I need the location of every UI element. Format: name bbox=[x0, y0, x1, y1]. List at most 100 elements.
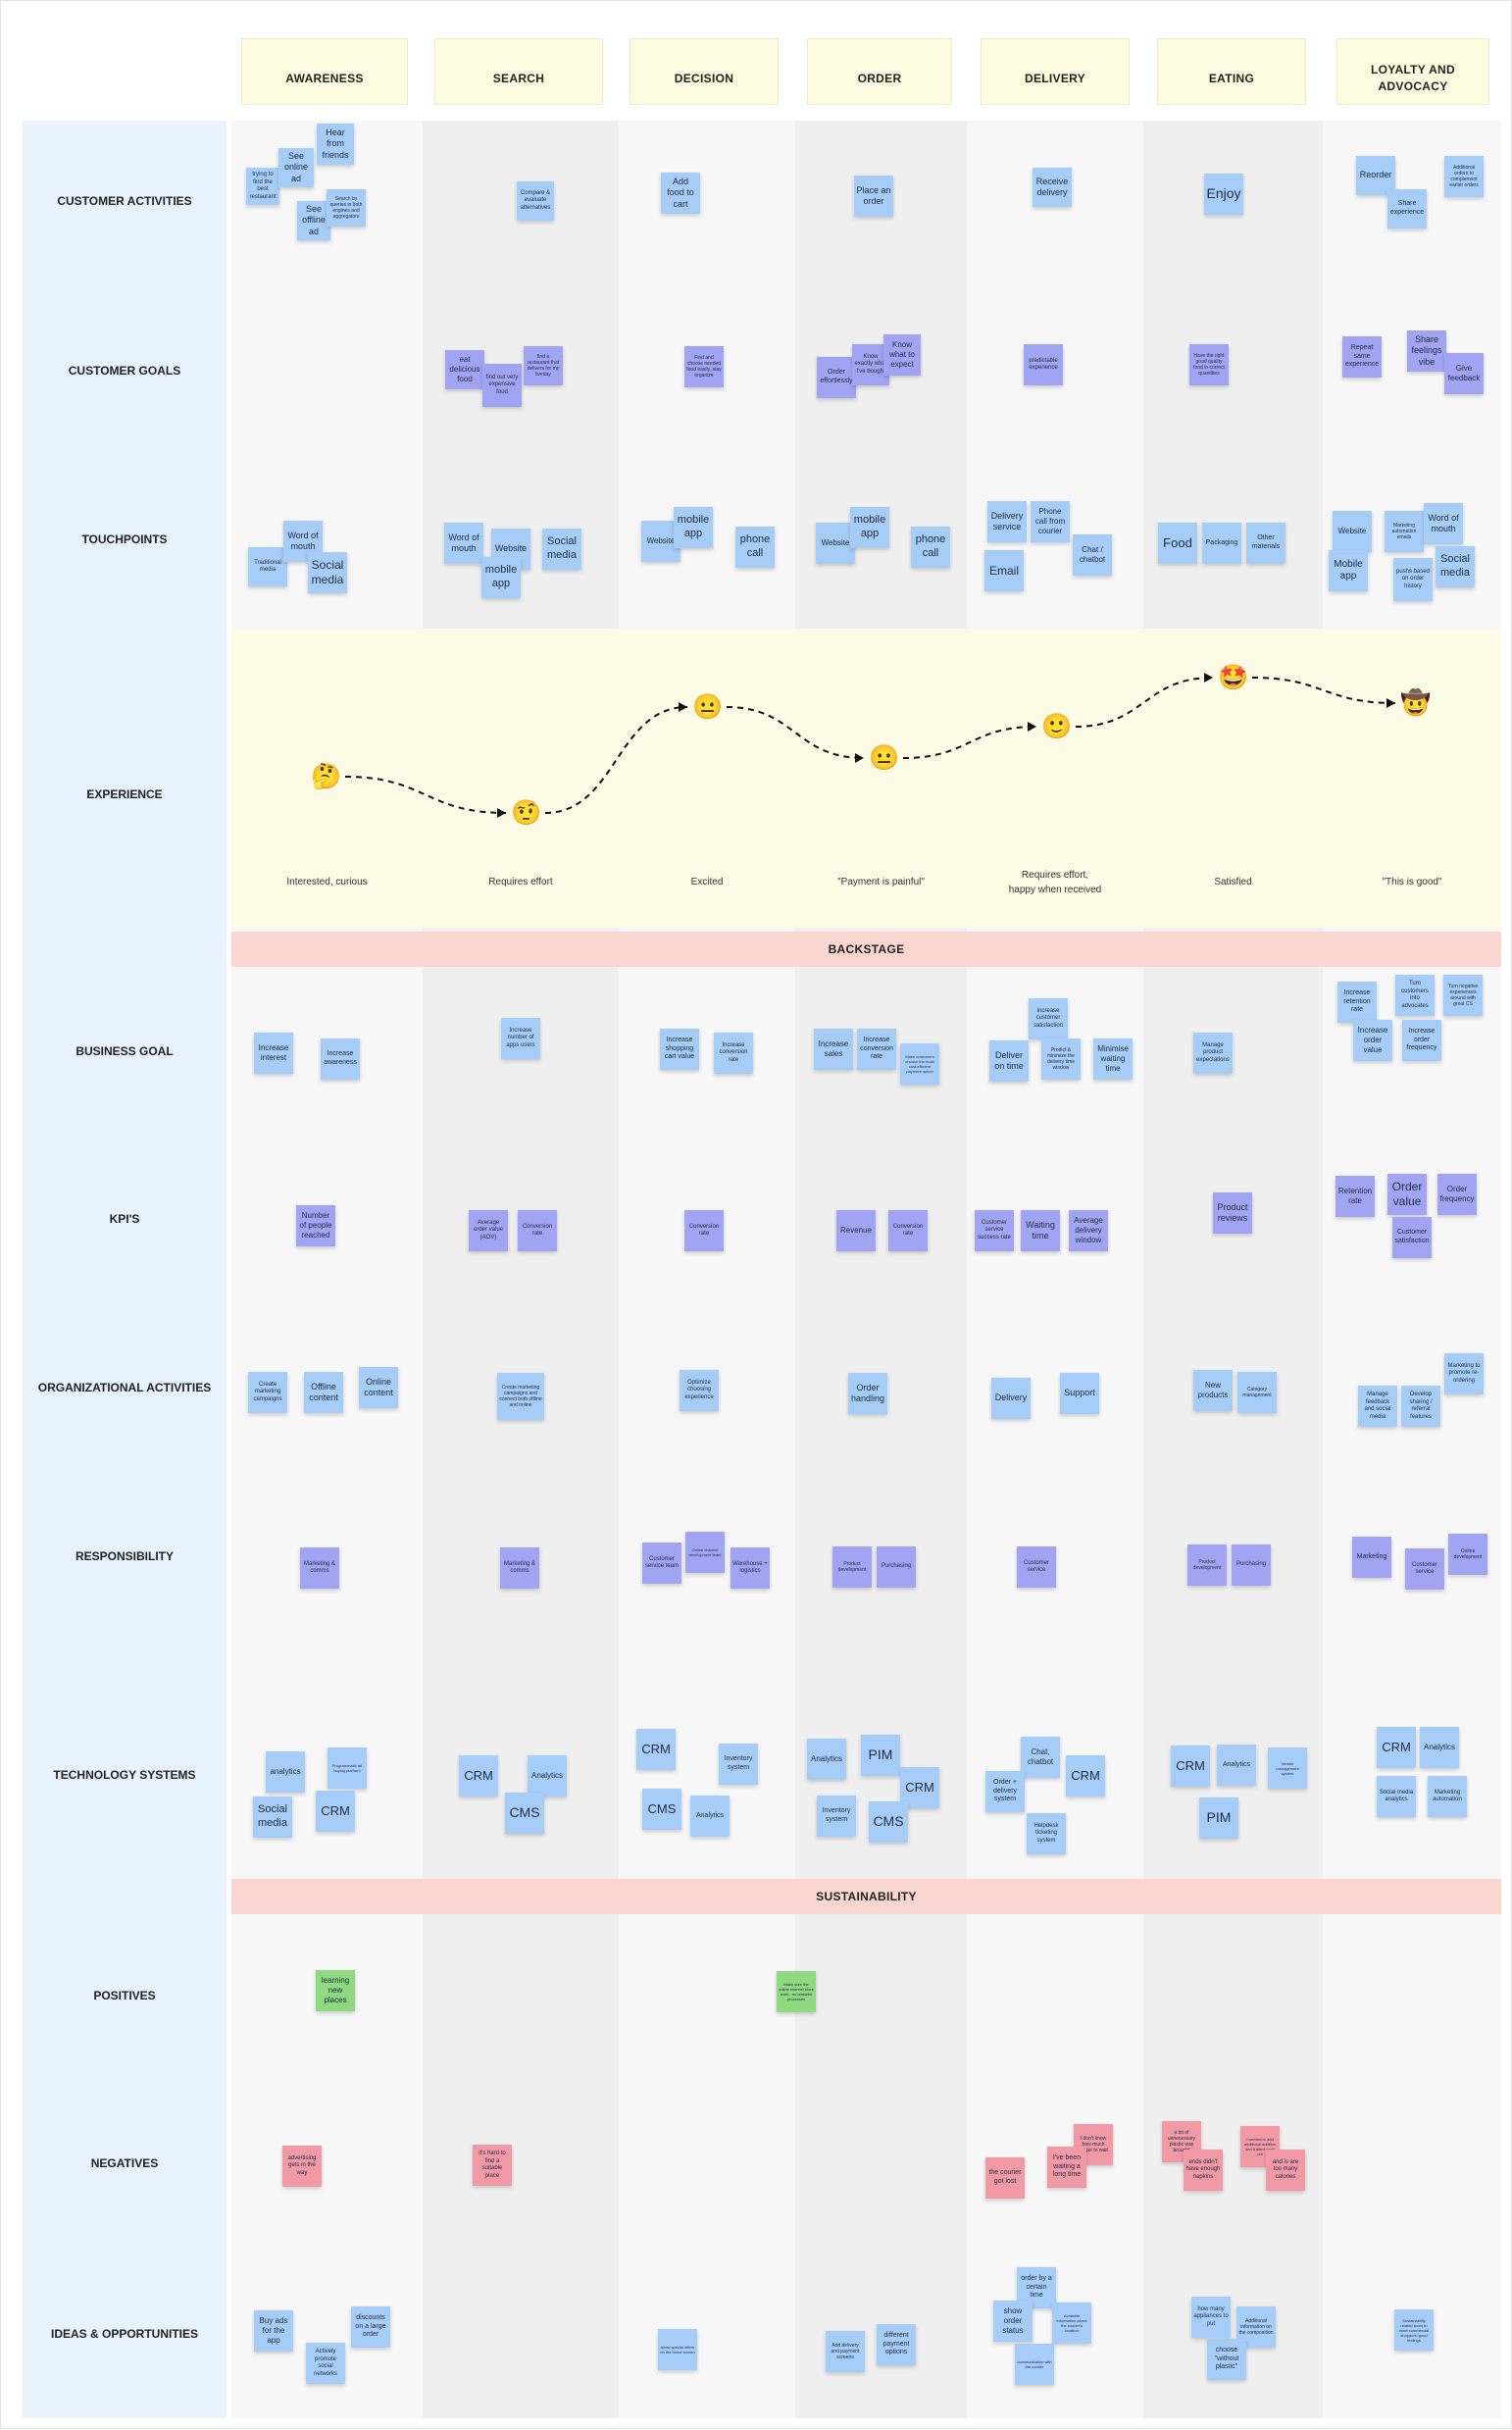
sticky-note-business[interactable]: Increase number of apps users bbox=[501, 1018, 540, 1059]
sticky-note-ideas[interactable]: Buy ads for the app bbox=[254, 2310, 293, 2352]
sticky-note-goals[interactable]: Find and choose needed food easily, stay… bbox=[684, 346, 724, 387]
sticky-note-org[interactable]: Online content bbox=[359, 1367, 398, 1408]
sticky-note-business[interactable]: Predict & minimize the delivery time win… bbox=[1041, 1038, 1081, 1080]
sticky-note-touchpoints[interactable]: Food bbox=[1158, 523, 1197, 564]
sticky-note-org[interactable]: Support bbox=[1060, 1373, 1099, 1414]
sticky-note-ideas[interactable]: choose "without plastic" bbox=[1207, 2339, 1246, 2380]
sticky-note-goals[interactable]: Share feelings vibe bbox=[1407, 330, 1446, 372]
sticky-note-activities[interactable]: Place an order bbox=[854, 176, 893, 217]
sticky-note-kpi[interactable]: Conversion rate bbox=[888, 1210, 928, 1251]
sticky-note-tech[interactable]: analytics bbox=[266, 1751, 305, 1793]
sticky-note-org[interactable]: Marketing to promote re-ordering bbox=[1444, 1353, 1484, 1394]
sticky-note-resp[interactable]: Product development bbox=[1187, 1544, 1227, 1586]
sticky-note-ideas[interactable]: Actively promote social networks bbox=[306, 2343, 345, 2384]
sticky-note-goals[interactable]: predictable experience bbox=[1024, 344, 1063, 385]
sticky-note-org[interactable]: Develop sharing / referral features bbox=[1401, 1386, 1440, 1427]
sticky-note-tech[interactable]: PIM bbox=[1199, 1797, 1238, 1839]
sticky-note-touchpoints[interactable]: Word of mouth bbox=[444, 523, 483, 564]
sticky-note-negatives[interactable]: and is are too many calories bbox=[1266, 2150, 1305, 2191]
sticky-note-business[interactable]: Make customers choose the most cost-effi… bbox=[900, 1043, 939, 1085]
sticky-note-resp[interactable]: Marketing bbox=[1352, 1537, 1391, 1578]
sticky-note-touchpoints[interactable]: Email bbox=[984, 550, 1024, 591]
sticky-note-business[interactable]: Minimise waiting time bbox=[1093, 1038, 1133, 1080]
sticky-note-resp[interactable]: Customer service team bbox=[642, 1543, 681, 1584]
sticky-note-business[interactable]: Increase awareness bbox=[321, 1038, 360, 1080]
sticky-note-tech[interactable]: CRM bbox=[459, 1755, 498, 1797]
sticky-note-touchpoints[interactable]: Social media bbox=[1436, 546, 1475, 587]
sticky-note-touchpoints[interactable]: Other materials bbox=[1246, 523, 1285, 564]
sticky-note-touchpoints[interactable]: Marketing automation emails bbox=[1385, 511, 1424, 552]
sticky-note-negatives[interactable]: ends didn't have enough napkins bbox=[1184, 2150, 1223, 2191]
sticky-note-goals[interactable]: Give feedback bbox=[1444, 353, 1484, 394]
sticky-note-positives[interactable]: Make sure the online channel store work … bbox=[777, 1971, 816, 2012]
sticky-note-activities[interactable]: Additional orders to complement earlier … bbox=[1444, 156, 1484, 197]
sticky-note-business[interactable]: Manage product expectations bbox=[1193, 1033, 1233, 1074]
sticky-note-kpi[interactable]: Conversion rate bbox=[518, 1210, 557, 1251]
sticky-note-negatives[interactable]: the courier got lost bbox=[985, 2157, 1025, 2199]
sticky-note-kpi[interactable]: Product reviews bbox=[1213, 1192, 1252, 1234]
sticky-note-resp[interactable]: Warehouse + logistics bbox=[731, 1547, 770, 1589]
sticky-note-ideas[interactable]: show special offers on the home screen bbox=[658, 2329, 697, 2370]
sticky-note-org[interactable]: Category management bbox=[1237, 1372, 1277, 1413]
sticky-note-touchpoints[interactable]: phone call bbox=[911, 527, 950, 568]
sticky-note-business[interactable]: Increase customer satisfaction bbox=[1029, 998, 1068, 1039]
sticky-note-business[interactable]: Increase shopping cart value bbox=[660, 1029, 699, 1070]
sticky-note-org[interactable]: Order handling bbox=[848, 1373, 887, 1414]
sticky-note-tech[interactable]: CRM bbox=[636, 1729, 676, 1770]
sticky-note-touchpoints[interactable]: mobile app bbox=[674, 507, 713, 548]
sticky-note-goals[interactable]: Repeat same experience bbox=[1342, 336, 1382, 378]
sticky-note-tech[interactable]: PIM bbox=[861, 1735, 900, 1776]
sticky-note-goals[interactable]: find a restaurant that delivers for my l… bbox=[524, 346, 563, 385]
sticky-note-kpi[interactable]: Average order value (AOV) bbox=[469, 1210, 508, 1251]
sticky-note-business[interactable]: Increase conversion rate bbox=[857, 1029, 896, 1070]
sticky-note-tech[interactable]: Inventory system bbox=[719, 1744, 758, 1785]
sticky-note-touchpoints[interactable]: Social media bbox=[308, 552, 347, 593]
sticky-note-negatives[interactable]: advertising gets in the way bbox=[282, 2146, 322, 2187]
sticky-note-kpi[interactable]: Customer service success rate bbox=[975, 1210, 1014, 1251]
sticky-note-business[interactable]: Increase interest bbox=[254, 1033, 293, 1074]
sticky-note-resp[interactable]: Marketing & comms bbox=[500, 1547, 539, 1589]
sticky-note-org[interactable]: Offline content bbox=[304, 1372, 343, 1413]
sticky-note-touchpoints[interactable]: Mobile app bbox=[1329, 550, 1368, 591]
sticky-note-tech[interactable]: CMS bbox=[505, 1793, 544, 1834]
sticky-note-ideas[interactable]: how many appliances to put bbox=[1191, 2297, 1231, 2338]
sticky-note-kpi[interactable]: Conversion rate bbox=[684, 1210, 724, 1251]
sticky-note-activities[interactable]: Share experience bbox=[1387, 189, 1427, 228]
sticky-note-activities[interactable]: See offline ad bbox=[297, 201, 330, 240]
sticky-note-activities[interactable]: Compare & evaluate alternatives bbox=[517, 181, 554, 221]
sticky-note-kpi[interactable]: Customer satisfaction bbox=[1392, 1217, 1432, 1258]
sticky-note-ideas[interactable]: discounts on a large order bbox=[351, 2306, 390, 2348]
sticky-note-ideas[interactable]: communication with the courier bbox=[1015, 2344, 1054, 2385]
sticky-note-business[interactable]: Turn customers into advocates bbox=[1395, 975, 1435, 1016]
sticky-note-tech[interactable]: Analytics bbox=[690, 1796, 730, 1837]
sticky-note-goals[interactable]: Have the right good quality food in corr… bbox=[1189, 344, 1229, 385]
sticky-note-kpi[interactable]: Average delivery window bbox=[1069, 1210, 1108, 1251]
sticky-note-goals[interactable]: find out very expensive food bbox=[482, 364, 522, 407]
sticky-note-activities[interactable]: Enjoy bbox=[1204, 174, 1243, 215]
sticky-note-goals[interactable]: Order effortlessly bbox=[817, 357, 856, 398]
sticky-note-tech[interactable]: Order + delivery system bbox=[985, 1771, 1025, 1812]
sticky-note-tech[interactable]: Analytics bbox=[807, 1739, 846, 1780]
sticky-note-activities[interactable]: trying to find the best restaurant bbox=[246, 168, 279, 205]
sticky-note-ideas[interactable]: Available information about the courier'… bbox=[1052, 2303, 1091, 2344]
sticky-note-resp[interactable]: Product development bbox=[832, 1546, 872, 1588]
sticky-note-activities[interactable]: Add food to cart bbox=[661, 173, 700, 214]
sticky-note-touchpoints[interactable]: Website bbox=[816, 523, 855, 564]
sticky-note-tech[interactable]: Inventory system bbox=[817, 1796, 856, 1837]
sticky-note-resp[interactable]: Marketing & comms bbox=[300, 1547, 339, 1589]
sticky-note-goals[interactable]: eat delicious food bbox=[445, 350, 484, 389]
sticky-note-org[interactable]: Optimize choosing experience bbox=[680, 1370, 719, 1411]
sticky-note-tech[interactable]: Analytics bbox=[1217, 1745, 1256, 1786]
sticky-note-touchpoints[interactable]: mobile app bbox=[850, 507, 889, 548]
sticky-note-tech[interactable]: Marketing automation bbox=[1428, 1776, 1467, 1817]
sticky-note-tech[interactable]: CMS bbox=[869, 1801, 908, 1843]
sticky-note-org[interactable]: Manage feedback and social media bbox=[1358, 1386, 1397, 1427]
sticky-note-touchpoints[interactable]: pushs based on order history bbox=[1393, 558, 1433, 601]
sticky-note-activities[interactable]: Reorder bbox=[1356, 156, 1395, 195]
sticky-note-goals[interactable]: Know what to expect bbox=[883, 334, 921, 376]
sticky-note-business[interactable]: Turn negative experiences around with gr… bbox=[1443, 975, 1483, 1016]
sticky-note-tech[interactable]: Social media bbox=[253, 1797, 292, 1838]
sticky-note-ideas[interactable]: different payment options bbox=[877, 2324, 916, 2365]
sticky-note-org[interactable]: Delivery bbox=[991, 1378, 1031, 1419]
sticky-note-activities[interactable]: Hear from friends bbox=[317, 124, 354, 165]
